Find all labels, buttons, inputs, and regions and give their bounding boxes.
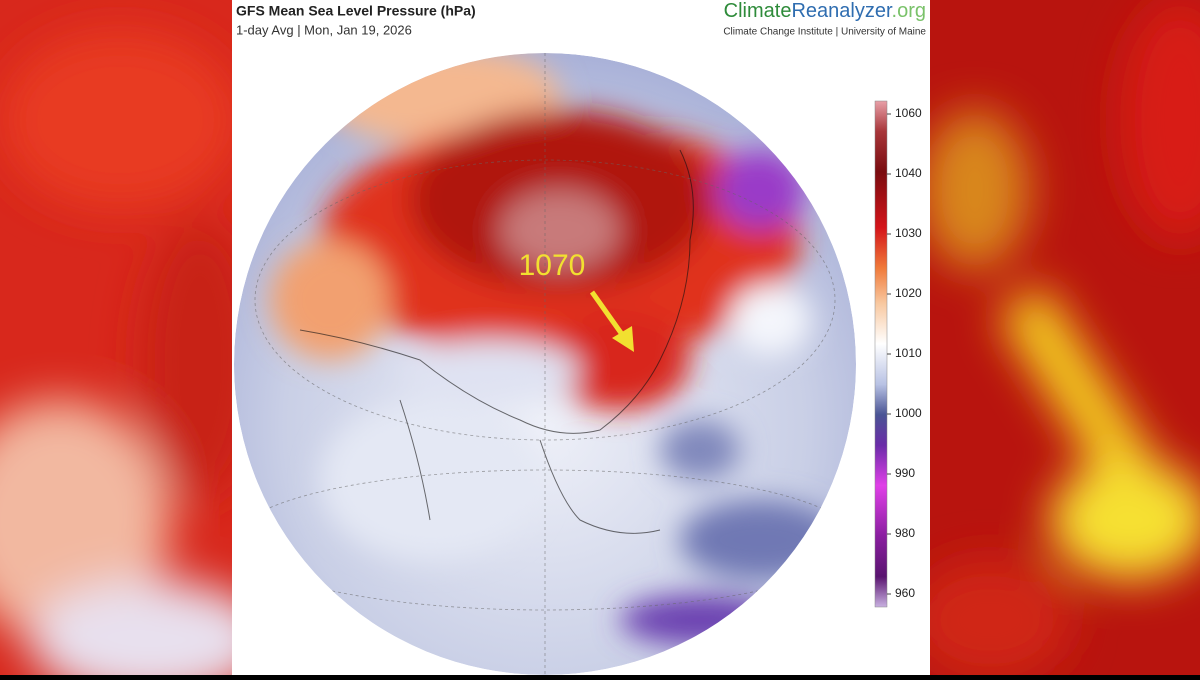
left-backdrop	[0, 0, 232, 675]
colorbar-tick-label: 1010	[895, 346, 922, 360]
brand: ClimateReanalyzer.org	[724, 0, 926, 22]
colorbar	[874, 100, 888, 608]
colorbar-tick-label: 960	[895, 586, 915, 600]
colorbar-tick-label: 1040	[895, 166, 922, 180]
right-backdrop	[930, 0, 1200, 675]
colorbar-tick-label: 990	[895, 466, 915, 480]
colorbar-tick-label: 1000	[895, 406, 922, 420]
institute: Climate Change Institute | University of…	[723, 27, 926, 38]
brand-part: Climate	[724, 0, 792, 22]
globe	[234, 53, 856, 675]
colorbar-tick-label: 1030	[895, 226, 922, 240]
brand-part: .org	[892, 0, 926, 22]
title: GFS Mean Sea Level Pressure (hPa)	[236, 3, 476, 19]
annotation-arrow	[589, 290, 634, 352]
colorbar-tick-label: 1020	[895, 286, 922, 300]
brand-part: Reanalyzer	[791, 0, 893, 22]
colorbar-tick-label: 980	[895, 526, 915, 540]
annotation: 1070	[519, 249, 586, 282]
subtitle: 1-day Avg | Mon, Jan 19, 2026	[236, 22, 412, 37]
colorbar-tick-label: 1060	[895, 106, 922, 120]
